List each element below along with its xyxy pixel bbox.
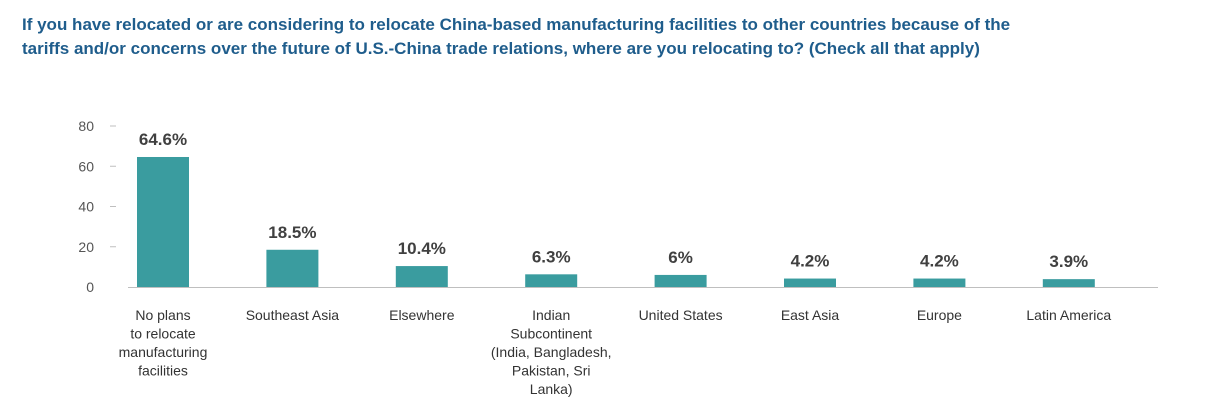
bar xyxy=(913,278,966,287)
category-label: Elsewhere xyxy=(389,307,455,323)
y-tick-label: 80 xyxy=(78,118,94,134)
category-label: Latin America xyxy=(1026,307,1111,323)
category-label-line: manufacturing xyxy=(119,344,208,360)
data-label: 4.2% xyxy=(791,252,830,271)
bar xyxy=(395,266,448,287)
data-label: 6.3% xyxy=(532,247,571,266)
category-label-line: Lanka) xyxy=(530,381,573,397)
bar xyxy=(654,274,707,287)
bar xyxy=(784,278,836,287)
category-label: Southeast Asia xyxy=(246,307,340,323)
y-tick-label: 20 xyxy=(78,239,94,255)
bar xyxy=(266,249,319,287)
category-label-line: East Asia xyxy=(781,307,840,323)
category-label-line: Europe xyxy=(917,307,962,323)
category-label-line: Southeast Asia xyxy=(246,307,340,323)
category-label-line: Subcontinent xyxy=(510,326,592,342)
y-tick-label: 0 xyxy=(86,279,94,295)
category-label-line: United States xyxy=(639,307,723,323)
category-label: East Asia xyxy=(781,307,840,323)
data-label: 6% xyxy=(668,248,693,267)
category-label: United States xyxy=(639,307,723,323)
chart-title-line-1: If you have relocated or are considering… xyxy=(22,15,1011,34)
data-label: 3.9% xyxy=(1049,252,1088,271)
category-label-line: Pakistan, Sri xyxy=(512,363,591,379)
y-tick-label: 60 xyxy=(78,158,94,174)
data-label: 10.4% xyxy=(398,239,446,258)
chart-title: If you have relocated or are considering… xyxy=(22,13,1202,61)
category-label-line: Elsewhere xyxy=(389,307,455,323)
category-label-line: No plans xyxy=(135,307,190,323)
bar xyxy=(1042,279,1095,287)
category-label: No plans to relocate manufacturing faciliti… xyxy=(119,307,208,379)
category-label-line: to relocate xyxy=(130,326,196,342)
bar xyxy=(137,156,189,287)
category-label: Indian Subcontinent (India, Bangladesh, Pak… xyxy=(491,307,612,397)
category-label-line: Indian xyxy=(532,307,570,323)
data-label: 64.6% xyxy=(139,130,187,149)
data-label: 4.2% xyxy=(920,252,959,271)
category-label-line: (India, Bangladesh, xyxy=(491,344,612,360)
category-label: Europe xyxy=(917,307,962,323)
bar xyxy=(525,274,578,287)
category-label-line: Latin America xyxy=(1026,307,1111,323)
category-label-line: facilities xyxy=(138,363,188,379)
y-tick-label: 40 xyxy=(78,199,94,215)
chart-title-line-2: tariffs and/or concerns over the future … xyxy=(22,39,980,58)
data-label: 18.5% xyxy=(268,223,316,242)
